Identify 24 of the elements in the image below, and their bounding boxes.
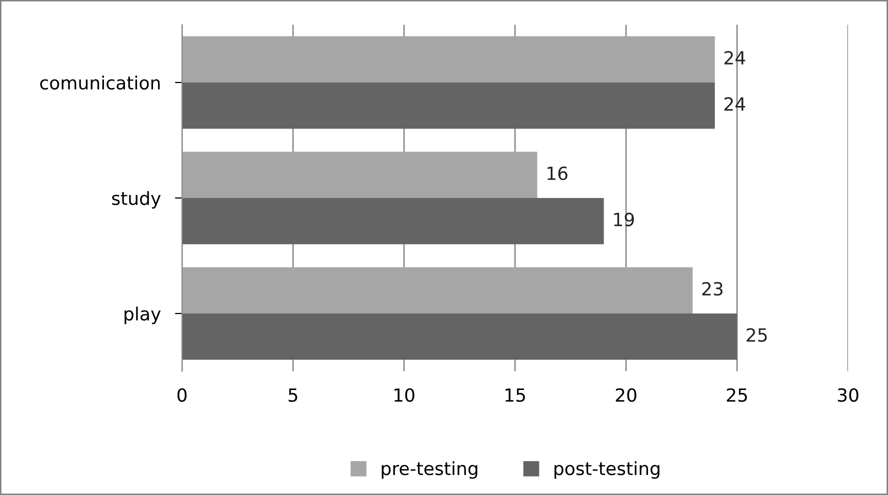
x-tick-label: 15 xyxy=(506,388,525,402)
data-label: 19 xyxy=(614,212,634,226)
data-label: 25 xyxy=(746,328,767,342)
bar xyxy=(182,36,715,82)
x-tick-label: 25 xyxy=(726,388,747,402)
bar xyxy=(182,267,693,314)
y-tick-label: comunication xyxy=(40,76,160,90)
data-label: 23 xyxy=(702,282,722,296)
bar xyxy=(182,314,738,360)
data-label: 16 xyxy=(548,166,568,180)
data-label: 24 xyxy=(724,50,746,64)
x-tick-label: 0 xyxy=(177,388,187,402)
x-tick-label: 30 xyxy=(838,388,858,402)
bar xyxy=(182,152,538,198)
bar xyxy=(182,82,715,129)
bar xyxy=(182,198,604,244)
data-label: 24 xyxy=(724,97,746,111)
y-tick-label: study xyxy=(112,191,161,209)
x-tick-label: 10 xyxy=(394,388,414,402)
legend-label: pre-testing xyxy=(382,461,478,479)
x-tick-label: 20 xyxy=(616,388,636,402)
y-tick-label: play xyxy=(124,306,161,324)
x-tick-label: 5 xyxy=(288,388,298,402)
legend-label: post-testing xyxy=(554,461,660,479)
